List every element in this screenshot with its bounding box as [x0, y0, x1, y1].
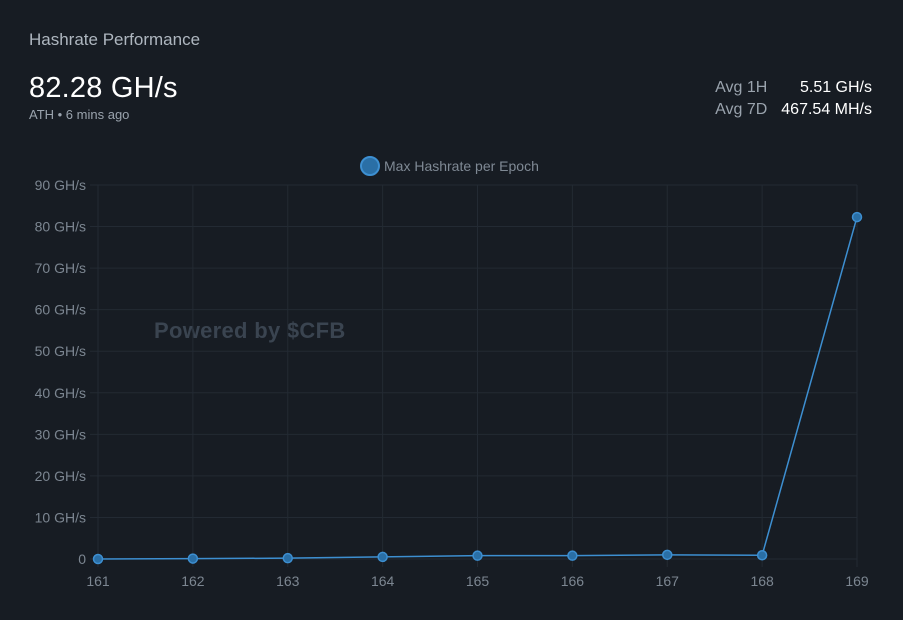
y-tick-label: 10 GH/s: [35, 509, 86, 525]
data-point[interactable]: [92, 553, 104, 565]
avg-7d-value: 467.54 MH/s: [781, 101, 872, 118]
x-tick-label: 163: [276, 573, 300, 589]
data-point[interactable]: [662, 549, 673, 561]
watermark-text: Powered by $CFB: [154, 318, 346, 343]
x-tick-label: 168: [750, 573, 774, 589]
data-point[interactable]: [851, 211, 863, 223]
y-tick-label: 40 GH/s: [35, 385, 86, 401]
average-stats: Avg 1H 5.51 GH/s Avg 7D 467.54 MH/s: [715, 79, 872, 119]
y-tick-label: 0: [78, 551, 86, 567]
x-tick-label: 161: [86, 573, 110, 589]
y-tick-label: 60 GH/s: [35, 302, 86, 318]
data-point[interactable]: [756, 550, 768, 561]
y-tick-label: 20 GH/s: [35, 468, 86, 484]
y-tick-label: 80 GH/s: [35, 219, 86, 235]
data-point[interactable]: [567, 550, 578, 561]
y-tick-label: 70 GH/s: [35, 260, 86, 276]
x-tick-label: 165: [466, 573, 490, 589]
data-point[interactable]: [377, 551, 388, 563]
legend-label[interactable]: Max Hashrate per Epoch: [384, 158, 539, 174]
x-tick-label: 166: [561, 573, 585, 589]
y-tick-label: 90 GH/s: [35, 177, 86, 193]
data-point[interactable]: [282, 552, 293, 564]
legend-swatch[interactable]: [360, 156, 380, 176]
ath-value: 82.28 GH/s: [29, 72, 178, 104]
x-tick-label: 164: [371, 573, 395, 589]
x-tick-label: 169: [845, 573, 869, 589]
x-tick-label: 162: [181, 573, 205, 589]
y-tick-label: 50 GH/s: [35, 343, 86, 359]
panel-title: Hashrate Performance: [29, 30, 201, 49]
avg-1h-label: Avg 1H: [715, 79, 768, 96]
data-point[interactable]: [472, 550, 483, 561]
ath-subline: ATH • 6 mins ago: [29, 107, 130, 122]
avg-7d-label: Avg 7D: [715, 101, 768, 118]
avg-1h-value: 5.51 GH/s: [799, 79, 872, 96]
y-tick-label: 30 GH/s: [35, 426, 86, 442]
x-tick-label: 167: [656, 573, 680, 589]
data-point[interactable]: [187, 553, 199, 564]
